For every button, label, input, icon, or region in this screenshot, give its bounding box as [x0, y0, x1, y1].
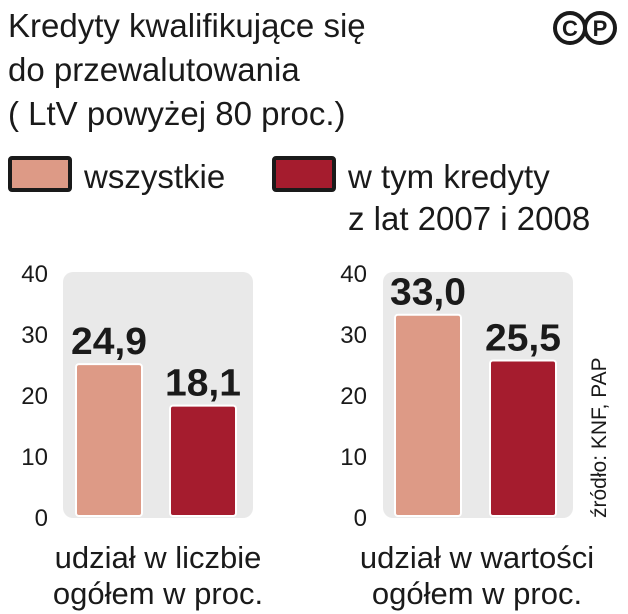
title-line-3: ( LtV powyżej 80 proc.)	[8, 95, 346, 132]
chart-2-xlabel-line-2: ogółem w proc.	[371, 576, 583, 611]
legend-swatch-subset	[272, 156, 336, 192]
chart-1-data-label-1: 24,9	[71, 321, 147, 363]
legend-label-subset: w tym kredyty z lat 2007 i 2008	[348, 156, 590, 240]
legend-swatch-all	[8, 156, 72, 192]
title-line-1: Kredyty kwalifikujące się	[8, 7, 366, 44]
chart-2-ytick-label: 0	[354, 505, 367, 532]
source-note: źródło: KNF, PAP	[588, 357, 611, 518]
chart-1-bar-1	[75, 363, 143, 517]
title-line-2: do przewalutowania	[8, 51, 300, 88]
chart-1-ytick-label: 0	[35, 505, 48, 532]
chart-1-bar-2	[169, 404, 237, 517]
legend-item-all: wszystkie	[8, 156, 225, 198]
legend-label-all-text: wszystkie	[84, 158, 226, 195]
chart-1-ytick-label: 20	[21, 383, 48, 410]
chart-2-ytick-label: 20	[340, 383, 367, 410]
chart-2-ytick-label: 40	[340, 261, 367, 288]
legend-label-subset-line-2: z lat 2007 i 2008	[348, 200, 591, 237]
chart-title: Kredyty kwalifikujące się do przewalutow…	[8, 4, 366, 136]
chart-2-ytick-label: 30	[340, 322, 367, 349]
copyright-pap-logo: C P	[553, 11, 617, 45]
chart-2-bar-1	[394, 313, 462, 518]
chart-1-ytick-label: 10	[21, 444, 48, 471]
chart-1-xlabel-line-2: ogółem w proc.	[52, 576, 264, 611]
chart-1-xlabel: udział w liczbie ogółem w proc.	[8, 540, 308, 612]
legend-item-subset: w tym kredyty z lat 2007 i 2008	[272, 156, 590, 240]
svg-text:P: P	[593, 16, 608, 41]
chart-2-ytick-label: 10	[340, 444, 367, 471]
legend-label-all: wszystkie	[84, 156, 225, 198]
chart-2-xlabel-line-1: udział w wartości	[359, 540, 595, 575]
chart-2-xlabel: udział w wartości ogółem w proc.	[328, 540, 626, 612]
chart-1-data-label-2: 18,1	[165, 363, 241, 405]
legend-label-subset-line-1: w tym kredyty	[348, 158, 550, 195]
chart-2-bar-2	[489, 359, 557, 518]
svg-text:C: C	[562, 16, 578, 41]
chart-1-ytick-label: 40	[21, 261, 48, 288]
chart-1-ytick-label: 30	[21, 322, 48, 349]
chart-2-data-label-2: 25,5	[485, 317, 561, 359]
chart-2-data-label-1: 33,0	[390, 272, 466, 314]
chart-1-xlabel-line-1: udział w liczbie	[54, 540, 262, 575]
